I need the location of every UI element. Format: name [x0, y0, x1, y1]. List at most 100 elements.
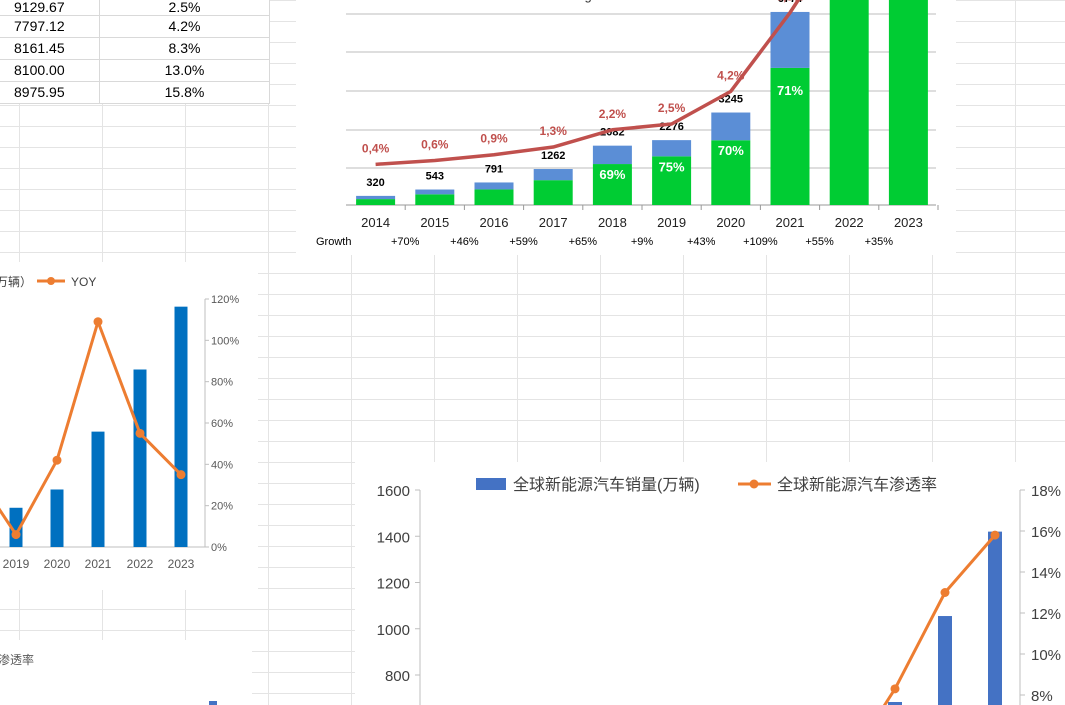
x-tick-label: 2016: [480, 215, 509, 230]
table-row: 7797.12 4.2%: [0, 16, 270, 38]
bar-segment: [415, 194, 455, 205]
y2-tick-label: 12%: [1031, 606, 1061, 623]
growth-label: Growth: [316, 236, 351, 248]
y2-tick-label: 10%: [1031, 647, 1061, 664]
growth-value: +65%: [569, 236, 598, 248]
y2-tick-label: 80%: [211, 377, 233, 389]
y-tick-label: 800: [385, 668, 410, 685]
growth-value: +109%: [743, 236, 778, 248]
penetration-chart-stub-svg: 渗透率: [0, 652, 217, 705]
bar: [888, 702, 902, 705]
legend-text: 万辆）: [0, 275, 32, 289]
penetration-label: 0,9%: [480, 132, 508, 146]
y-tick-label: 1000: [377, 622, 410, 639]
yoy-point: [52, 455, 62, 465]
growth-value: +9%: [631, 236, 654, 248]
growth-value: +43%: [687, 236, 716, 248]
cell-percent[interactable]: 8.3%: [100, 38, 270, 59]
legend-label: 全球新能源汽车销量(万辆): [513, 476, 700, 494]
x-tick-label: 2019: [3, 557, 30, 571]
cell-value[interactable]: 8100.00: [0, 60, 100, 81]
share-label: 75%: [659, 159, 685, 174]
share-label: 69%: [599, 167, 625, 182]
total-label: 791: [485, 163, 503, 175]
ev-share-chart: EVs % of Light Vehicles 2014 320 2015 543 201…: [296, 0, 956, 255]
penetration-label: 0,4%: [362, 141, 390, 155]
yoy-point: [135, 428, 145, 438]
global-nev-chart: 全球新能源汽车销量(万辆) 全球新能源汽车渗透率 800 1000 1200 1400 16…: [355, 462, 1065, 705]
cell-percent[interactable]: 4.2%: [100, 16, 270, 37]
cell-value[interactable]: 8161.45: [0, 38, 100, 59]
cell-value[interactable]: 9129.67: [0, 0, 100, 15]
y2-tick-label: 20%: [211, 501, 233, 513]
bar-segment: [474, 189, 514, 205]
penetration-point: [940, 588, 950, 597]
cell-percent[interactable]: 2.5%: [100, 0, 270, 15]
penetration-label: 1,3%: [540, 124, 568, 138]
y2-tick-label: 14%: [1031, 565, 1061, 582]
penetration-label: 2,5%: [658, 101, 686, 115]
yoy-point: [11, 530, 21, 540]
table-row: 8161.45 8.3%: [0, 38, 270, 60]
bar-segment: [474, 182, 514, 190]
y2-tick-label: 120%: [211, 294, 239, 306]
y2-tick-label: 40%: [211, 459, 233, 471]
x-tick-label: 2023: [168, 557, 195, 571]
penetration-line: [375, 0, 801, 167]
penetration-label: 0,6%: [421, 137, 449, 151]
share-label: 70%: [718, 143, 744, 158]
legend-bar-marker: [476, 478, 506, 490]
yoy-line: [0, 320, 183, 537]
bar-segment: [652, 140, 692, 157]
x-tick-label: 2022: [127, 557, 154, 571]
x-tick-label: 2021: [85, 557, 112, 571]
total-label: 543: [426, 171, 444, 183]
y-tick-label: 1400: [377, 529, 410, 546]
y-tick-label: 1600: [377, 483, 410, 500]
y-tick-label: 1200: [377, 576, 410, 593]
y2-tick-label: 18%: [1031, 483, 1061, 500]
growth-value: +70%: [391, 236, 420, 248]
yoy-chart-svg: 万辆） YOY 0% 20% 40% 60% 80% 100% 120% 2019 2020 2021…: [0, 275, 239, 571]
cell-percent[interactable]: 15.8%: [100, 82, 270, 103]
share-label: 71%: [777, 83, 803, 98]
bar-segment: [711, 140, 751, 205]
table-row: 8100.00 13.0%: [0, 60, 270, 82]
total-label: 320: [366, 177, 384, 189]
bar: [988, 531, 1002, 705]
growth-value: +35%: [865, 236, 894, 248]
bar: [938, 616, 952, 705]
growth-value: +46%: [450, 236, 479, 248]
yoy-point: [93, 317, 103, 327]
penetration-line: [882, 534, 997, 705]
penetration-point: [990, 530, 1000, 540]
bar-segment: [829, 0, 869, 206]
y2-tick-label: 100%: [211, 335, 239, 347]
legend-dot-marker: [749, 479, 759, 489]
table-row: 9129.67 2.5%: [0, 0, 270, 16]
cell-percent[interactable]: 13.0%: [100, 60, 270, 81]
ev-share-chart-svg: EVs % of Light Vehicles 2014 320 2015 543 201…: [316, 0, 939, 248]
bar-segment: [356, 199, 396, 205]
yoy-point: [176, 470, 186, 480]
penetration-point: [890, 684, 900, 694]
x-tick-label: 2018: [598, 215, 627, 230]
chart-title: EVs % of Light Vehicles: [517, 0, 655, 3]
x-tick-label: 2014: [361, 215, 390, 230]
x-tick-label: 2021: [776, 215, 805, 230]
bar: [209, 701, 217, 705]
bar: [133, 369, 147, 547]
yoy-chart: 万辆） YOY 0% 20% 40% 60% 80% 100% 120% 2019 2020 2021…: [0, 262, 258, 590]
cell-value[interactable]: 8975.95: [0, 82, 100, 103]
bar: [50, 489, 64, 547]
cell-value[interactable]: 7797.12: [0, 16, 100, 37]
x-tick-label: 2020: [716, 215, 745, 230]
bar-segment: [356, 195, 396, 200]
total-label: 1262: [541, 150, 565, 162]
x-tick-label: 2022: [835, 215, 864, 230]
bar-segment: [652, 156, 692, 205]
x-tick-label: 2023: [894, 215, 923, 230]
growth-value: +59%: [509, 236, 538, 248]
bar-segment: [888, 0, 928, 205]
penetration-label: 4,2%: [717, 68, 745, 82]
